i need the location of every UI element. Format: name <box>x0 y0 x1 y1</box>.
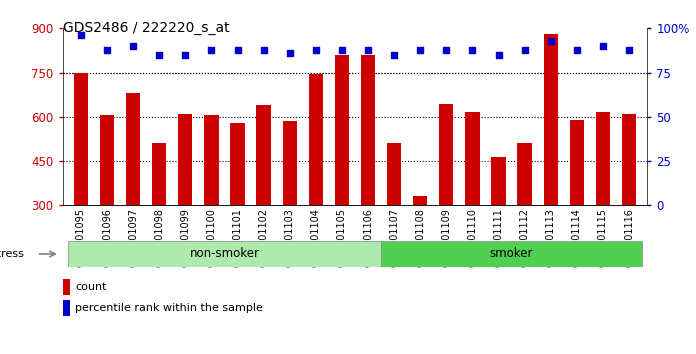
Point <box>545 38 556 44</box>
Bar <box>622 114 636 294</box>
Point <box>102 47 113 52</box>
Text: stress: stress <box>0 249 24 259</box>
Bar <box>569 120 584 294</box>
Bar <box>63 300 70 316</box>
Point <box>284 50 295 56</box>
Point <box>180 52 191 58</box>
Text: count: count <box>75 282 106 292</box>
Bar <box>100 115 114 294</box>
Bar <box>308 74 323 294</box>
Bar <box>465 113 480 294</box>
Bar <box>204 115 219 294</box>
Point <box>441 47 452 52</box>
Bar <box>152 143 166 294</box>
Bar <box>283 121 297 294</box>
Bar <box>126 93 141 294</box>
Bar <box>517 143 532 294</box>
Bar <box>387 143 402 294</box>
Bar <box>335 55 349 294</box>
Bar <box>256 105 271 294</box>
Point <box>154 52 165 58</box>
Point <box>467 47 478 52</box>
Point <box>75 33 86 38</box>
Text: smoker: smoker <box>490 247 533 261</box>
Point <box>232 47 243 52</box>
Point <box>597 43 608 49</box>
Bar <box>230 123 245 294</box>
Bar <box>596 113 610 294</box>
Bar <box>68 241 381 267</box>
Bar <box>361 55 375 294</box>
Point <box>388 52 400 58</box>
Point <box>336 47 347 52</box>
Point <box>571 47 583 52</box>
Bar <box>63 279 70 295</box>
Point <box>624 47 635 52</box>
Point <box>415 47 426 52</box>
Point <box>519 47 530 52</box>
Bar <box>381 241 642 267</box>
Text: non-smoker: non-smoker <box>189 247 260 261</box>
Bar <box>74 73 88 294</box>
Bar <box>413 196 427 294</box>
Point <box>493 52 504 58</box>
Bar <box>544 34 558 294</box>
Text: percentile rank within the sample: percentile rank within the sample <box>75 303 263 313</box>
Point <box>258 47 269 52</box>
Point <box>206 47 217 52</box>
Point <box>127 43 139 49</box>
Point <box>310 47 322 52</box>
Text: GDS2486 / 222220_s_at: GDS2486 / 222220_s_at <box>63 21 229 35</box>
Point <box>363 47 374 52</box>
Bar <box>178 114 193 294</box>
Bar <box>439 104 454 294</box>
Bar <box>491 156 506 294</box>
